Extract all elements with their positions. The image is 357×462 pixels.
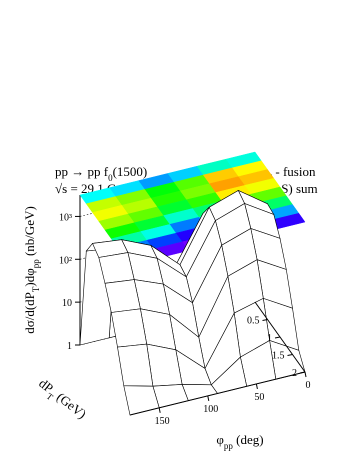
x-tick-label: 1 (267, 333, 272, 344)
text-part: dσ/d(dP (22, 292, 37, 334)
surface-cell (110, 308, 148, 348)
x-tick (287, 354, 293, 356)
text-part: φ (216, 432, 224, 447)
text-part: (nb/GeV) (22, 206, 37, 259)
y-tick (207, 395, 210, 401)
surface-cell (117, 343, 154, 387)
y-tick-label: 0 (306, 380, 311, 391)
x-axis-label: dPT (GeV) (34, 375, 90, 424)
z-tick-label: 10³ (59, 212, 72, 223)
x-tick (299, 371, 306, 374)
y-tick-label: 50 (254, 392, 264, 403)
x-tick (274, 336, 281, 339)
text-part: pp (31, 259, 41, 269)
text-part: )dφ (22, 268, 37, 286)
z-tick-label: 10² (59, 255, 72, 266)
text-part: (GeV) (51, 387, 89, 421)
x-tick-label: 2 (292, 368, 297, 379)
surface-cell (123, 385, 160, 416)
y-tick (255, 383, 258, 390)
text-part: T (31, 286, 41, 292)
text-part: 0 (108, 173, 113, 183)
x-tick-label: 1.5 (272, 351, 285, 362)
z-tick-label: 1 (67, 341, 72, 352)
text-part: pp → pp f (55, 164, 109, 179)
surface-cell (98, 252, 135, 284)
text-part: - fusion (272, 164, 316, 179)
text-part: pp (224, 441, 234, 451)
surface-cell (104, 279, 141, 313)
x-tick (262, 319, 268, 321)
text-part: (deg) (233, 432, 264, 447)
y-axis-label: φpp (deg) (216, 432, 263, 451)
text-part: T (45, 391, 56, 403)
z-axis-label: dσ/d(dPT)dφpp (nb/GeV) (22, 206, 41, 334)
y-tick-label: 150 (155, 416, 170, 427)
y-tick (158, 407, 161, 413)
y-tick-label: 100 (203, 404, 218, 415)
x-tick-label: 0.5 (247, 316, 260, 327)
text-part: (1500) (113, 164, 148, 179)
z-tick-label: 10 (62, 298, 72, 309)
y-tick (304, 371, 307, 378)
chart-title: pp → pp f0(1500) (55, 164, 147, 183)
